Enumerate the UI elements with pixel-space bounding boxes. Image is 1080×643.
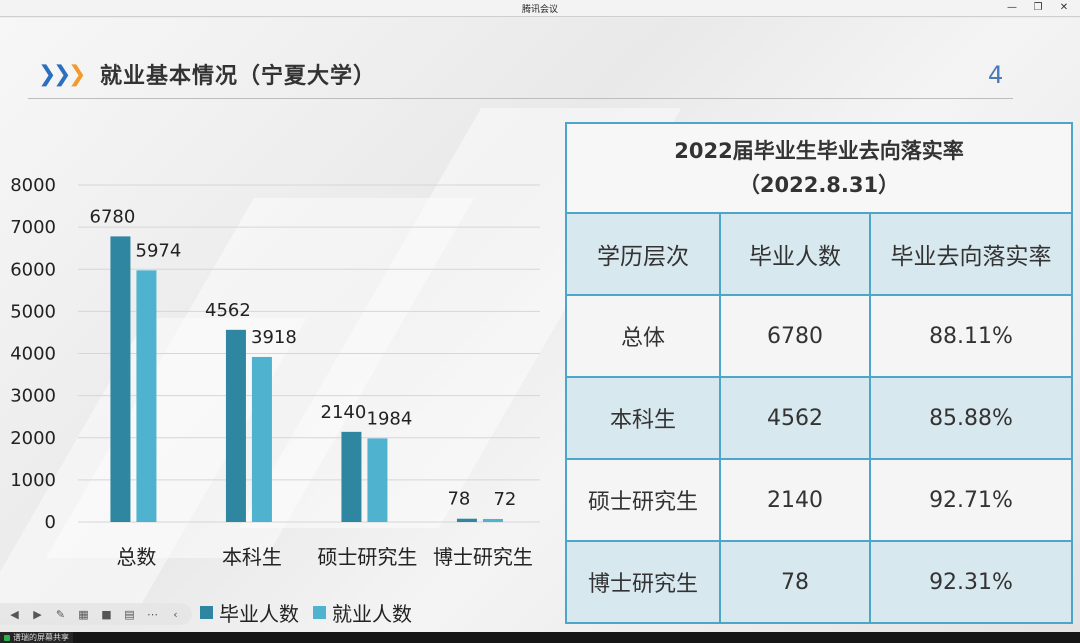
page-number: 4 <box>988 61 1004 89</box>
bar-employed <box>136 270 157 522</box>
y-tick-label: 4000 <box>10 344 56 365</box>
y-tick-label: 7000 <box>10 217 56 238</box>
window-title: 腾讯会议 <box>521 5 558 15</box>
data-label: 72 <box>493 489 516 510</box>
table-cell: 78 <box>719 540 871 624</box>
data-label: 4562 <box>205 300 251 321</box>
legend-item-employed: 就业人数 <box>313 598 412 627</box>
y-tick-label: 2000 <box>10 428 56 449</box>
chevron-icon: ❯ <box>53 62 72 87</box>
window-controls: — ❐ ✕ <box>1006 1 1070 15</box>
title-divider <box>28 98 1013 99</box>
y-tick-label: 1000 <box>10 470 56 491</box>
data-label: 6780 <box>90 206 136 227</box>
table-title-date: （2022.8.31） <box>738 173 900 197</box>
x-category-label: 硕士研究生 <box>317 545 417 569</box>
bar-employed <box>482 518 503 522</box>
camera-icon[interactable]: ■ <box>101 607 112 621</box>
y-tick-label: 8000 <box>10 175 56 196</box>
placement-rate-table: 2022届毕业生毕业去向落实率 （2022.8.31） 学历层次 毕业人数 毕业… <box>564 122 1074 624</box>
y-tick-label: 6000 <box>10 259 56 280</box>
legend-label: 就业人数 <box>332 602 412 626</box>
x-category-label: 博士研究生 <box>433 545 533 569</box>
legend-item-graduates: 毕业人数 <box>200 598 299 627</box>
bar-graduates <box>456 518 477 522</box>
bar-graduates <box>225 329 246 522</box>
table-cell: 92.71% <box>868 458 1074 542</box>
data-label: 78 <box>447 489 470 510</box>
pen-icon[interactable]: ✎ <box>55 607 66 621</box>
data-label: 2140 <box>321 402 367 423</box>
chevron-icon: ❯ <box>38 62 57 87</box>
slide-title: 就业基本情况（宁夏大学） <box>100 64 377 89</box>
bar-graduates <box>110 236 131 522</box>
table-cell: 92.31% <box>868 540 1074 624</box>
y-tick-label: 3000 <box>10 386 56 407</box>
legend-swatch <box>200 606 213 619</box>
table-header: 学历层次 <box>565 212 721 296</box>
table-title: 2022届毕业生毕业去向落实率 （2022.8.31） <box>564 122 1074 214</box>
comment-icon[interactable]: ▤ <box>124 607 135 621</box>
table-cell: 6780 <box>719 294 871 378</box>
window-titlebar: 腾讯会议 — ❐ ✕ <box>0 0 1080 17</box>
taskbar: 谱瑞的屏幕共享 <box>0 632 1080 643</box>
legend-label: 毕业人数 <box>219 602 299 626</box>
employment-bar-chart: 0 1000 2000 3000 4000 5000 6000 7000 8000 6780597… <box>10 175 540 569</box>
bar-employed <box>251 356 272 522</box>
close-icon[interactable]: ✕ <box>1059 2 1069 13</box>
next-icon[interactable]: ▶ <box>33 607 42 621</box>
restore-icon[interactable]: ❐ <box>1033 2 1043 13</box>
chart-legend: 毕业人数 就业人数 <box>200 598 412 627</box>
x-category-label: 本科生 <box>222 545 282 569</box>
y-tick-label: 0 <box>45 512 56 533</box>
table-header: 毕业去向落实率 <box>868 212 1074 296</box>
data-label: 1984 <box>367 408 413 429</box>
table-header: 毕业人数 <box>719 212 871 296</box>
more-icon[interactable]: ⋯ <box>147 607 158 621</box>
minimize-icon[interactable]: — <box>1007 2 1017 13</box>
table-row: 本科生 4562 85.88% <box>565 376 1074 460</box>
y-tick-label: 5000 <box>10 301 56 322</box>
table-row: 硕士研究生 2140 92.71% <box>565 458 1074 542</box>
table-cell: 88.11% <box>868 294 1074 378</box>
presentation-slide: ❯ ❯ ❯ 就业基本情况（宁夏大学） 4 0 1000 2000 3000 4000 50… <box>0 18 1080 632</box>
x-category-label: 总数 <box>116 545 156 569</box>
table-row: 总体 6780 88.11% <box>565 294 1074 378</box>
data-label: 5974 <box>136 240 182 261</box>
table-cell: 85.88% <box>868 376 1074 460</box>
table-cell: 硕士研究生 <box>565 458 721 542</box>
taskbar-item-screen-share[interactable]: 谱瑞的屏幕共享 <box>0 632 73 643</box>
table-cell: 本科生 <box>565 376 721 460</box>
table-cell: 总体 <box>565 294 721 378</box>
table-cell: 博士研究生 <box>565 540 721 624</box>
chevron-icon: ❯ <box>68 62 87 87</box>
previous-icon[interactable]: ◀ <box>10 607 19 621</box>
grid-icon[interactable]: ▦ <box>78 607 89 621</box>
table-title-line: 2022届毕业生毕业去向落实率 <box>674 139 964 163</box>
share-icon <box>4 634 10 641</box>
collapse-icon[interactable]: ‹ <box>173 607 178 621</box>
legend-swatch <box>313 606 326 619</box>
table-row: 博士研究生 78 92.31% <box>565 540 1074 624</box>
bar-graduates <box>341 431 362 522</box>
table-cell: 4562 <box>719 376 871 460</box>
taskbar-item-label: 谱瑞的屏幕共享 <box>13 633 69 642</box>
bar-employed <box>367 438 388 522</box>
table-cell: 2140 <box>719 458 871 542</box>
data-label: 3918 <box>251 327 297 348</box>
slideshow-toolbar: ◀ ▶ ✎ ▦ ■ ▤ ⋯ ‹ <box>0 603 192 625</box>
